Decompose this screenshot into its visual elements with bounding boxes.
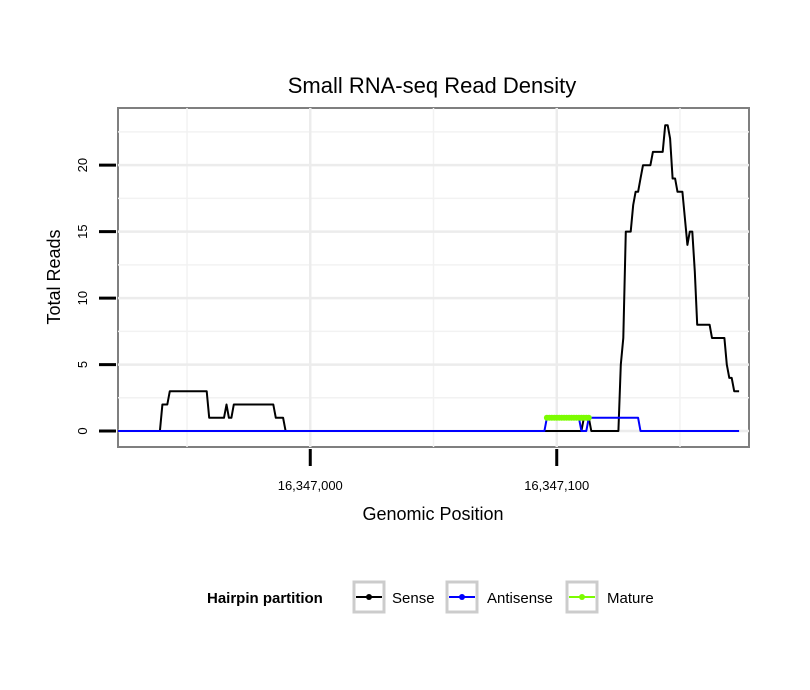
y-axis-title: Total Reads [44, 229, 64, 324]
x-axis-title: Genomic Position [362, 504, 503, 524]
chart-title: Small RNA-seq Read Density [288, 73, 577, 98]
legend-label-mature: Mature [607, 590, 654, 607]
x-tick-label: 16,347,000 [278, 478, 343, 493]
legend-label-antisense: Antisense [487, 590, 553, 607]
legend-dot-antisense [459, 594, 465, 600]
legend-item-mature: Mature [565, 580, 654, 614]
series-line-sense [118, 124, 740, 432]
legend-item-antisense: Antisense [445, 580, 553, 614]
legend-label-sense: Sense [392, 590, 435, 607]
x-tick-label: 16,347,100 [524, 478, 589, 493]
legend-dot-sense [366, 594, 372, 600]
y-tick-label: 0 [75, 427, 90, 434]
series-lines [118, 124, 740, 432]
y-tick-label: 5 [75, 361, 90, 368]
y-tick-label: 20 [75, 158, 90, 172]
axes: 0 5 10 15 20 16,347,000 16,347,100 [75, 158, 589, 493]
legend-item-sense: Sense [352, 580, 435, 614]
data-point-mature [585, 414, 592, 421]
legend-dot-mature [579, 594, 585, 600]
legend-title: Hairpin partition [207, 590, 323, 607]
series-line-antisense [118, 416, 740, 432]
y-tick-label: 15 [75, 224, 90, 238]
y-tick-label: 10 [75, 291, 90, 305]
legend: Hairpin partition Sense Antisense Mature [207, 580, 654, 614]
